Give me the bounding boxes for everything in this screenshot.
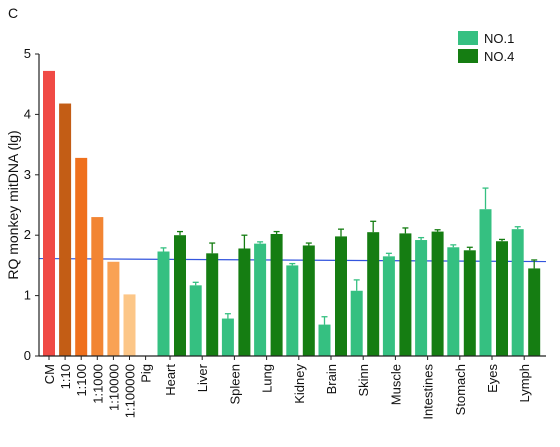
legend-label-no4: NO.4: [484, 49, 514, 64]
bar-kidney-no1: [286, 265, 299, 356]
bar-standard-1100: [75, 157, 88, 356]
x-tick-label-std-3: 1:1000: [90, 364, 105, 404]
axes-group: 0 1 2 3 4 5 CM 1:10 1:100 1:1000 1:10000 1:100000 Pi…: [24, 46, 546, 420]
x-tick-label-std-0: CM: [42, 364, 57, 384]
bar-standard-1100000: [123, 294, 136, 356]
bar-brain-no1: [318, 324, 331, 356]
y-tick-label-2: 2: [24, 227, 31, 242]
x-tick-label-tissue-11: Lymph: [517, 364, 532, 403]
bar-stomach-no1: [447, 247, 460, 356]
bars-group: [43, 70, 541, 357]
bar-standard-110000: [107, 261, 120, 356]
bar-skinn-no4: [367, 232, 380, 356]
bar-intestines-no1: [415, 240, 428, 356]
bar-standard-110: [59, 103, 72, 356]
legend-swatch-no1: [458, 31, 478, 45]
bar-standard-11000: [91, 217, 104, 356]
legend-swatch-no4: [458, 49, 478, 63]
bar-lung-no4: [270, 233, 283, 356]
x-tick-label-tissue-5: Brain: [324, 364, 339, 394]
bar-spleen-no4: [238, 248, 251, 356]
x-tick-label-std-4: 1:10000: [106, 364, 121, 411]
bar-skinn-no1: [350, 290, 363, 356]
x-tick-label-std-5: 1:100000: [123, 364, 138, 418]
y-tick-label-3: 3: [24, 167, 31, 182]
x-tick-label-tissue-2: Spleen: [227, 364, 242, 404]
x-tick-label-tissue-8: Intestines: [421, 364, 436, 420]
x-tick-label-tissue-9: Stomach: [453, 364, 468, 415]
bar-liver-no1: [189, 285, 202, 356]
bar-eyes-no4: [496, 241, 508, 356]
y-tick-label-1: 1: [24, 288, 31, 303]
legend-label-no1: NO.1: [484, 31, 514, 46]
panel-label: C: [8, 5, 18, 21]
reference-line: [38, 257, 547, 263]
x-tick-label-tissue-6: Skinn: [356, 364, 371, 397]
bar-spleen-no1: [221, 318, 234, 356]
bar-lymph-no4: [528, 268, 541, 356]
plot-area: [38, 257, 547, 263]
x-tick-label-tissue-0: Heart: [163, 364, 178, 396]
bar-standard-cm: [43, 70, 55, 357]
x-tick-label-tissue-4: Kidney: [292, 364, 307, 404]
bar-stomach-no4: [463, 250, 476, 356]
bar-lung-no1: [254, 243, 267, 356]
x-tick-label-tissue-3: Lung: [260, 364, 275, 393]
y-axis-title: RQ monkey mitDNA (lg): [5, 130, 21, 279]
y-tick-label-4: 4: [24, 106, 31, 121]
y-tick-label-0: 0: [24, 348, 31, 363]
bar-liver-no4: [206, 253, 219, 356]
x-tick-label-tissue-10: Eyes: [485, 364, 500, 393]
bar-heart-no1: [157, 251, 170, 356]
bar-muscle-no4: [399, 233, 412, 356]
x-tick-label-std-2: 1:100: [74, 364, 89, 397]
bar-eyes-no1: [479, 209, 492, 356]
y-tick-label-5: 5: [24, 46, 31, 61]
legend: NO.1 NO.4: [458, 31, 514, 64]
bar-brain-no4: [335, 236, 347, 356]
bar-muscle-no1: [382, 256, 395, 356]
bar-kidney-no4: [302, 245, 315, 356]
x-tick-label-std-1: 1:10: [58, 364, 73, 389]
bar-lymph-no1: [511, 229, 524, 356]
bar-heart-no4: [174, 235, 186, 356]
x-tick-label-std-6: Pig: [139, 364, 154, 383]
x-tick-label-tissue-7: Muscle: [388, 364, 403, 405]
x-tick-label-tissue-1: Liver: [195, 363, 210, 392]
bar-intestines-no4: [431, 231, 444, 356]
